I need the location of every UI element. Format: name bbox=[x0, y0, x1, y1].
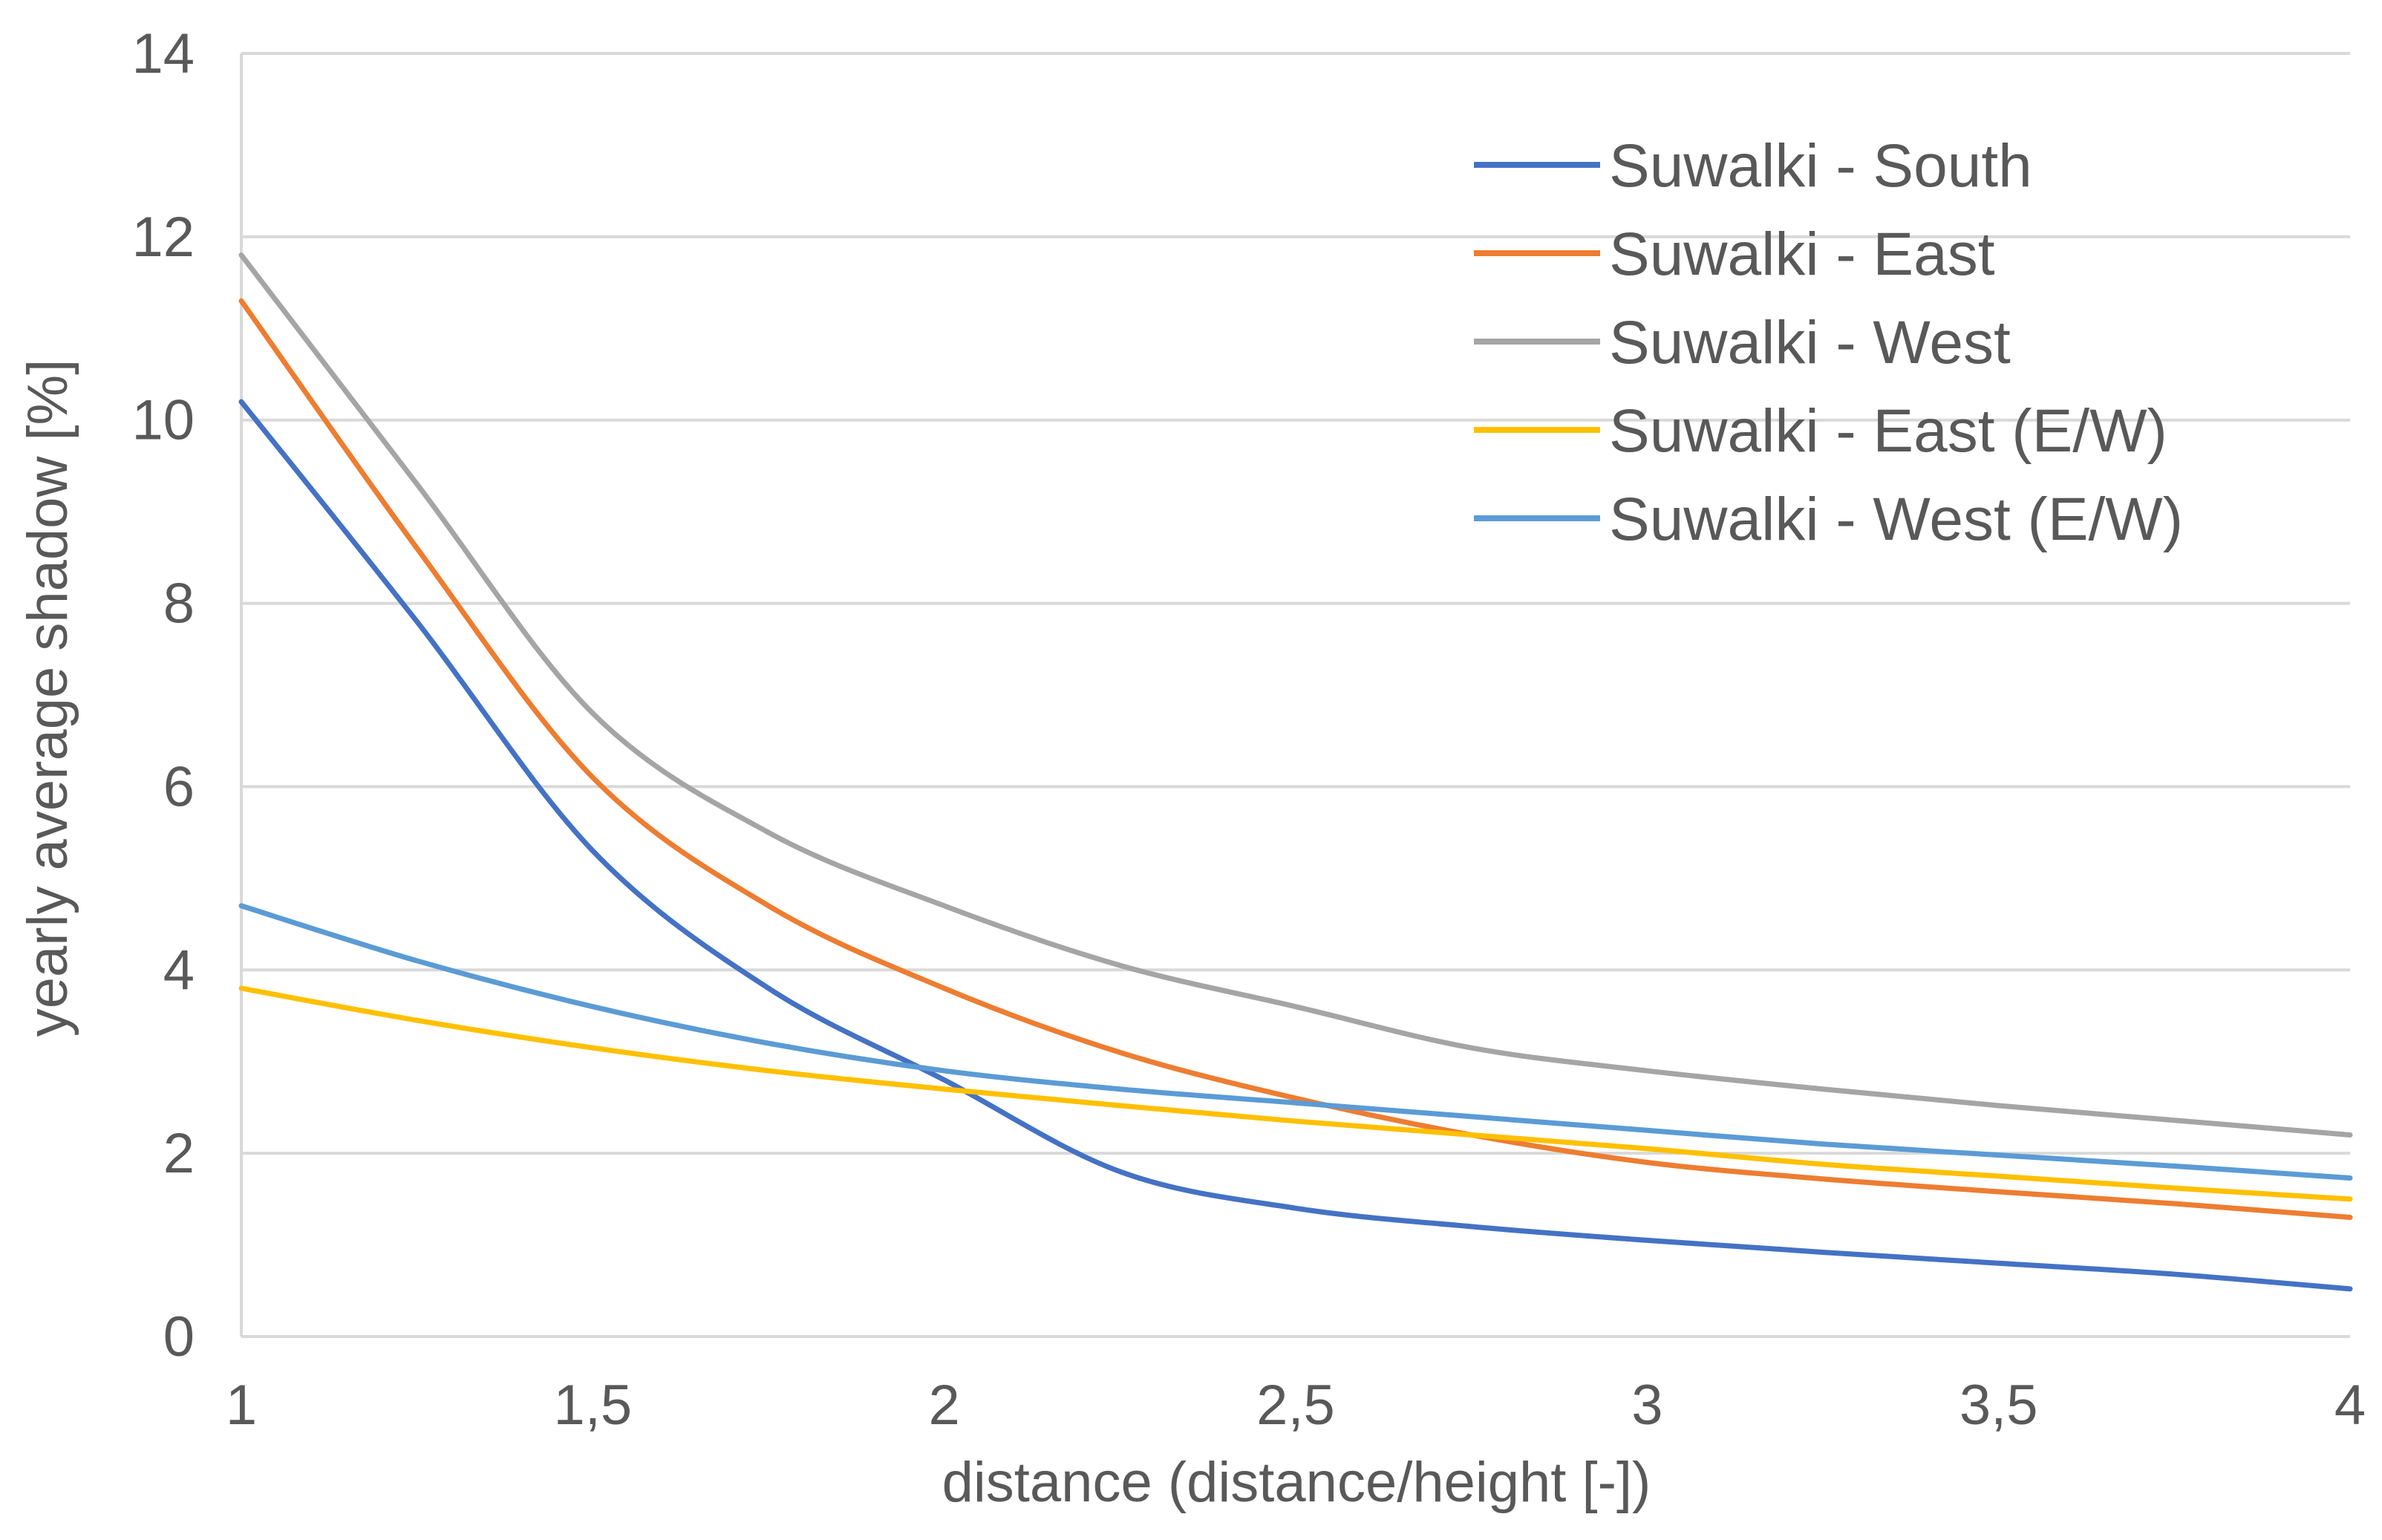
series-line-suwalki-west-e-w bbox=[238, 903, 2353, 1181]
x-axis-ticks: 1 1,5 2 2,5 3 3,5 4 bbox=[226, 1374, 2366, 1437]
legend-label: Suwalki - South bbox=[1609, 132, 2032, 200]
y-tick-label: 12 bbox=[131, 206, 195, 269]
x-axis-title: distance (distance/height [-]) bbox=[942, 1451, 1651, 1514]
legend-label: Suwalki - West (E/W) bbox=[1609, 486, 2183, 553]
legend: Suwalki - South Suwalki - East Suwalki - W… bbox=[1474, 132, 2183, 553]
x-tick-label: 2,5 bbox=[1256, 1374, 1335, 1437]
x-tick-label: 1 bbox=[226, 1374, 257, 1437]
legend-label: Suwalki - East (E/W) bbox=[1609, 397, 2167, 465]
y-tick-label: 6 bbox=[163, 755, 195, 818]
legend-item: Suwalki - West bbox=[1474, 309, 2011, 376]
series-line-suwalki-west bbox=[238, 252, 2353, 1138]
y-tick-label: 4 bbox=[163, 939, 195, 1002]
series-line-suwalki-east bbox=[238, 298, 2353, 1221]
x-tick-label: 4 bbox=[2334, 1374, 2366, 1437]
legend-item: Suwalki - South bbox=[1474, 132, 2032, 200]
x-tick-label: 3,5 bbox=[1960, 1374, 2038, 1437]
legend-item: Suwalki - East bbox=[1474, 221, 1995, 288]
x-tick-label: 2 bbox=[929, 1374, 960, 1437]
legend-item: Suwalki - East (E/W) bbox=[1474, 397, 2167, 465]
y-tick-label: 8 bbox=[163, 572, 195, 636]
series-line-suwalki-east-e-w bbox=[238, 985, 2353, 1202]
x-tick-label: 1,5 bbox=[554, 1374, 633, 1437]
y-tick-label: 10 bbox=[131, 389, 195, 452]
legend-label: Suwalki - West bbox=[1609, 309, 2011, 376]
legend-label: Suwalki - East bbox=[1609, 221, 1995, 288]
y-tick-label: 0 bbox=[163, 1305, 195, 1368]
y-axis-title: yearly average shadow [%] bbox=[16, 359, 79, 1037]
x-tick-label: 3 bbox=[1631, 1374, 1662, 1437]
gridlines bbox=[240, 52, 2350, 1338]
legend-item: Suwalki - West (E/W) bbox=[1474, 486, 2183, 553]
y-tick-label: 14 bbox=[131, 22, 195, 85]
series-line-suwalki-south bbox=[238, 399, 2353, 1292]
y-tick-label: 2 bbox=[163, 1122, 195, 1185]
y-axis-ticks: 0 2 4 6 8 10 12 14 bbox=[131, 22, 195, 1368]
series-lines bbox=[238, 252, 2353, 1292]
